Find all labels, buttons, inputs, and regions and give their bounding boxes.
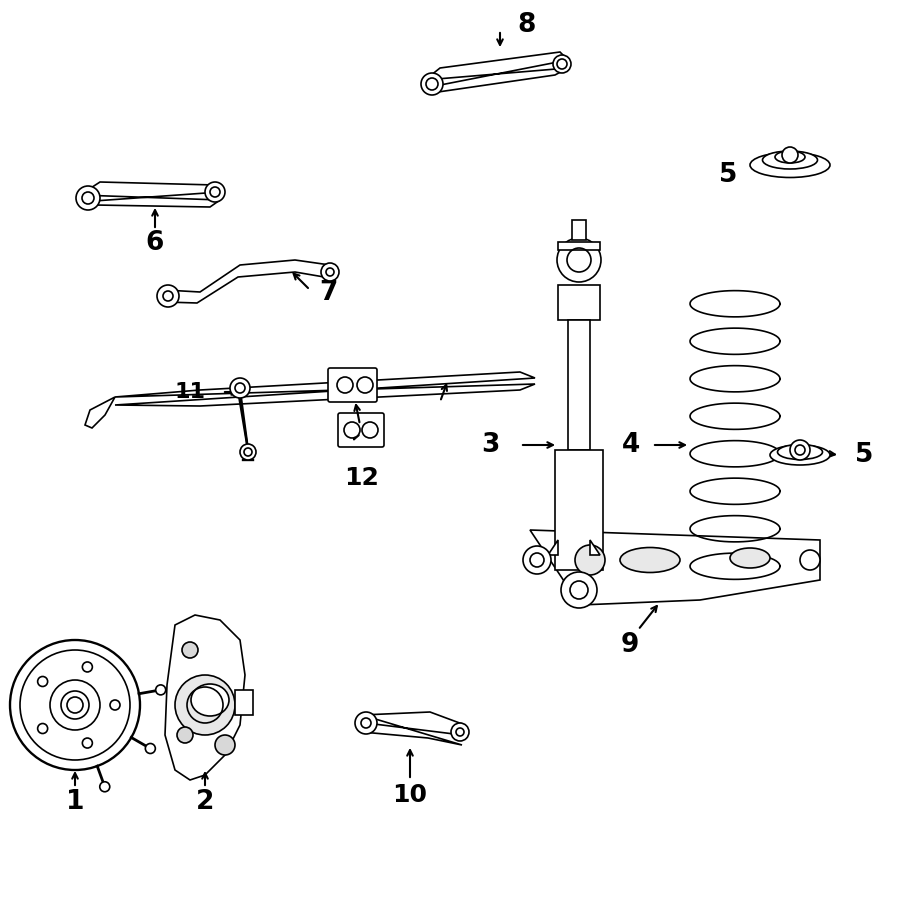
Text: 6: 6 — [146, 230, 164, 256]
Circle shape — [800, 550, 820, 570]
PathPatch shape — [165, 615, 245, 780]
Text: 5: 5 — [855, 442, 874, 468]
Text: 10: 10 — [393, 783, 428, 807]
Circle shape — [344, 422, 360, 438]
PathPatch shape — [530, 530, 820, 605]
FancyBboxPatch shape — [338, 413, 384, 447]
Ellipse shape — [778, 445, 823, 460]
Circle shape — [451, 723, 469, 741]
Circle shape — [557, 238, 601, 282]
Circle shape — [145, 743, 155, 753]
Circle shape — [553, 55, 571, 73]
Circle shape — [215, 735, 235, 755]
Circle shape — [50, 680, 100, 730]
Ellipse shape — [775, 151, 805, 163]
Circle shape — [205, 182, 225, 202]
Circle shape — [337, 377, 353, 393]
Ellipse shape — [750, 152, 830, 177]
Bar — [568, 320, 590, 450]
Ellipse shape — [730, 548, 770, 568]
Circle shape — [230, 378, 250, 398]
Circle shape — [795, 445, 805, 455]
Polygon shape — [548, 540, 558, 555]
Text: 2: 2 — [196, 789, 214, 815]
PathPatch shape — [425, 52, 568, 92]
Circle shape — [523, 546, 551, 574]
Circle shape — [575, 545, 605, 575]
Circle shape — [110, 700, 120, 710]
PathPatch shape — [85, 397, 115, 428]
Circle shape — [100, 782, 109, 792]
Circle shape — [156, 685, 166, 695]
PathPatch shape — [115, 372, 535, 406]
Polygon shape — [558, 242, 600, 250]
Text: 4: 4 — [622, 432, 640, 458]
Circle shape — [38, 724, 48, 733]
Text: 9: 9 — [621, 632, 640, 658]
Text: 7: 7 — [318, 280, 337, 306]
Circle shape — [321, 263, 339, 281]
Text: 11: 11 — [174, 382, 205, 402]
Circle shape — [177, 727, 193, 743]
PathPatch shape — [358, 712, 465, 745]
FancyBboxPatch shape — [328, 368, 377, 402]
Ellipse shape — [770, 445, 830, 465]
Circle shape — [362, 422, 378, 438]
Text: 3: 3 — [482, 432, 500, 458]
Circle shape — [38, 677, 48, 687]
Circle shape — [157, 285, 179, 307]
PathPatch shape — [165, 260, 335, 303]
Polygon shape — [590, 540, 600, 555]
Polygon shape — [558, 285, 600, 320]
Circle shape — [790, 440, 810, 460]
Ellipse shape — [191, 684, 229, 716]
Text: 12: 12 — [344, 466, 379, 490]
Ellipse shape — [620, 547, 680, 572]
Bar — [555, 450, 603, 570]
Circle shape — [61, 691, 89, 719]
PathPatch shape — [80, 182, 220, 207]
Circle shape — [83, 738, 92, 748]
Circle shape — [182, 642, 198, 658]
Bar — [572, 220, 586, 240]
Circle shape — [175, 675, 235, 735]
Circle shape — [421, 73, 443, 95]
Circle shape — [76, 186, 100, 210]
Circle shape — [355, 712, 377, 734]
Circle shape — [357, 377, 373, 393]
Circle shape — [782, 147, 798, 163]
Text: 8: 8 — [518, 12, 536, 38]
Circle shape — [240, 444, 256, 460]
Text: 5: 5 — [718, 162, 737, 188]
Ellipse shape — [762, 151, 817, 169]
Circle shape — [10, 640, 140, 770]
Circle shape — [561, 572, 597, 608]
Bar — [235, 690, 253, 715]
Text: 1: 1 — [65, 789, 84, 815]
Circle shape — [83, 662, 92, 672]
